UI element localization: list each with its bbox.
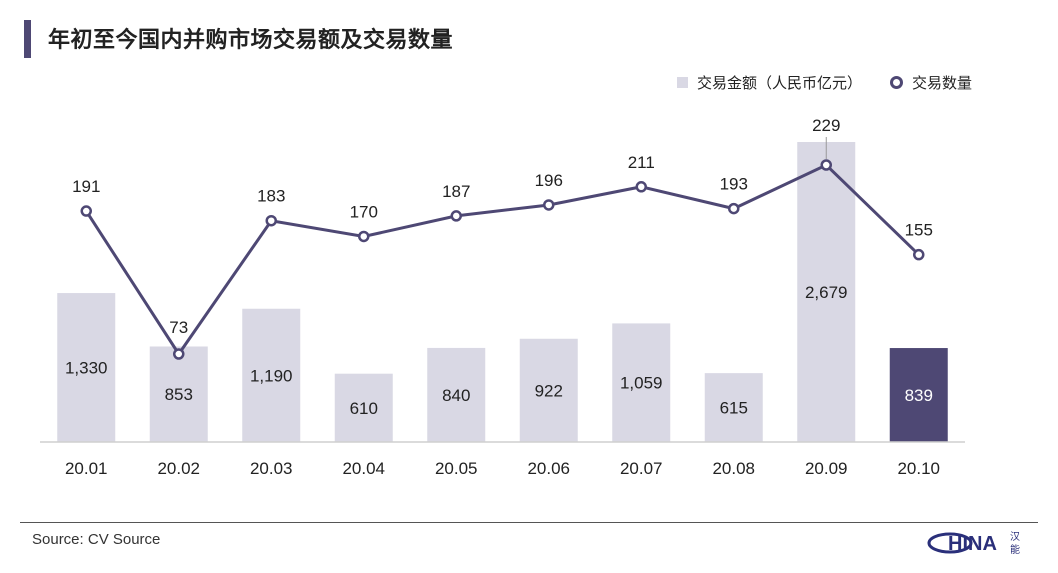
count-value-label: 211 [628,153,655,172]
bar-value-label: 615 [720,399,748,418]
bar-20.09 [797,142,856,442]
bar-value-label: 853 [165,385,193,404]
bar-20.08 [704,373,763,442]
legend-item-count: 交易数量 [889,72,972,93]
count-point-20.03 [265,214,277,227]
bar-20.07 [612,323,671,442]
legend-bar-swatch [676,77,688,88]
count-point-20.10 [913,248,925,261]
x-tick-label: 20.10 [897,459,940,478]
x-tick-label: 20.06 [527,459,570,478]
count-line [84,163,920,357]
x-tick-label: 20.02 [157,459,200,478]
count-value-label: 196 [535,171,563,190]
bar-20.05 [427,347,486,442]
count-point-20.05 [450,210,462,222]
count-value-label: 73 [169,318,188,337]
footer-divider [20,522,1038,523]
logo-glyph-2: 能 [1010,543,1020,556]
logo-text: HINA [948,533,997,555]
bar-20.01 [57,293,116,442]
count-value-label: 155 [905,221,933,240]
count-value-label: 170 [350,202,378,221]
combo-chart: 1,330 853 1,190 610 840 922 1,059 615 2,679 839 20… [40,116,965,478]
x-tick-label: 20.04 [342,459,385,478]
x-tick-label: 20.08 [712,459,755,478]
x-tick-label: 20.09 [805,459,848,478]
legend-label-amount: 交易金额（人民币亿元） [696,74,862,92]
bar-value-label: 840 [442,386,470,405]
count-point-20.06 [543,199,555,211]
bar-20.10 [889,348,948,442]
bar-20.02 [149,346,208,442]
count-value-label: 229 [812,116,840,135]
x-tick-label: 20.07 [620,459,663,478]
bar-value-label: 1,190 [250,366,293,385]
bar-20.06 [519,338,578,442]
count-value-label: 183 [257,187,285,206]
bar-value-label: 1,330 [65,359,108,378]
logo-swoosh [927,532,973,554]
x-tick-label: 20.03 [250,459,293,478]
count-point-20.02 [173,348,185,360]
bar-value-label: 610 [350,399,378,418]
count-value-label: 187 [442,182,470,201]
x-tick-label: 20.05 [435,459,478,478]
count-value-label: 193 [720,175,748,194]
bar-value-label: 922 [535,381,563,400]
legend-item-amount: 交易金额（人民币亿元） [676,72,862,93]
chart-title: 年初至今国内并购市场交易额及交易数量 [48,28,454,53]
legend: 交易金额（人民币亿元） 交易数量 [676,72,972,93]
logo-glyph-1: 汉 [1010,531,1020,543]
bar-20.04 [334,373,393,442]
legend-line-marker [889,76,903,89]
count-point-20.04 [358,230,370,243]
count-point-20.01 [80,205,92,217]
bar-20.03 [242,308,301,442]
x-tick-label: 20.01 [65,459,108,478]
title-accent-bar [24,20,31,58]
legend-label-count: 交易数量 [911,74,972,92]
bar-value-label: 2,679 [805,283,848,302]
count-value-label: 191 [72,177,100,196]
source-note: Source: CV Source [32,531,161,548]
bar-value-label: 1,059 [620,374,663,393]
count-point-20.07 [635,181,647,193]
count-point-20.09 [820,159,832,171]
china-logo: HINA 汉 能 [927,531,1020,556]
count-point-20.08 [728,202,740,215]
bar-value-label: 839 [905,386,933,405]
